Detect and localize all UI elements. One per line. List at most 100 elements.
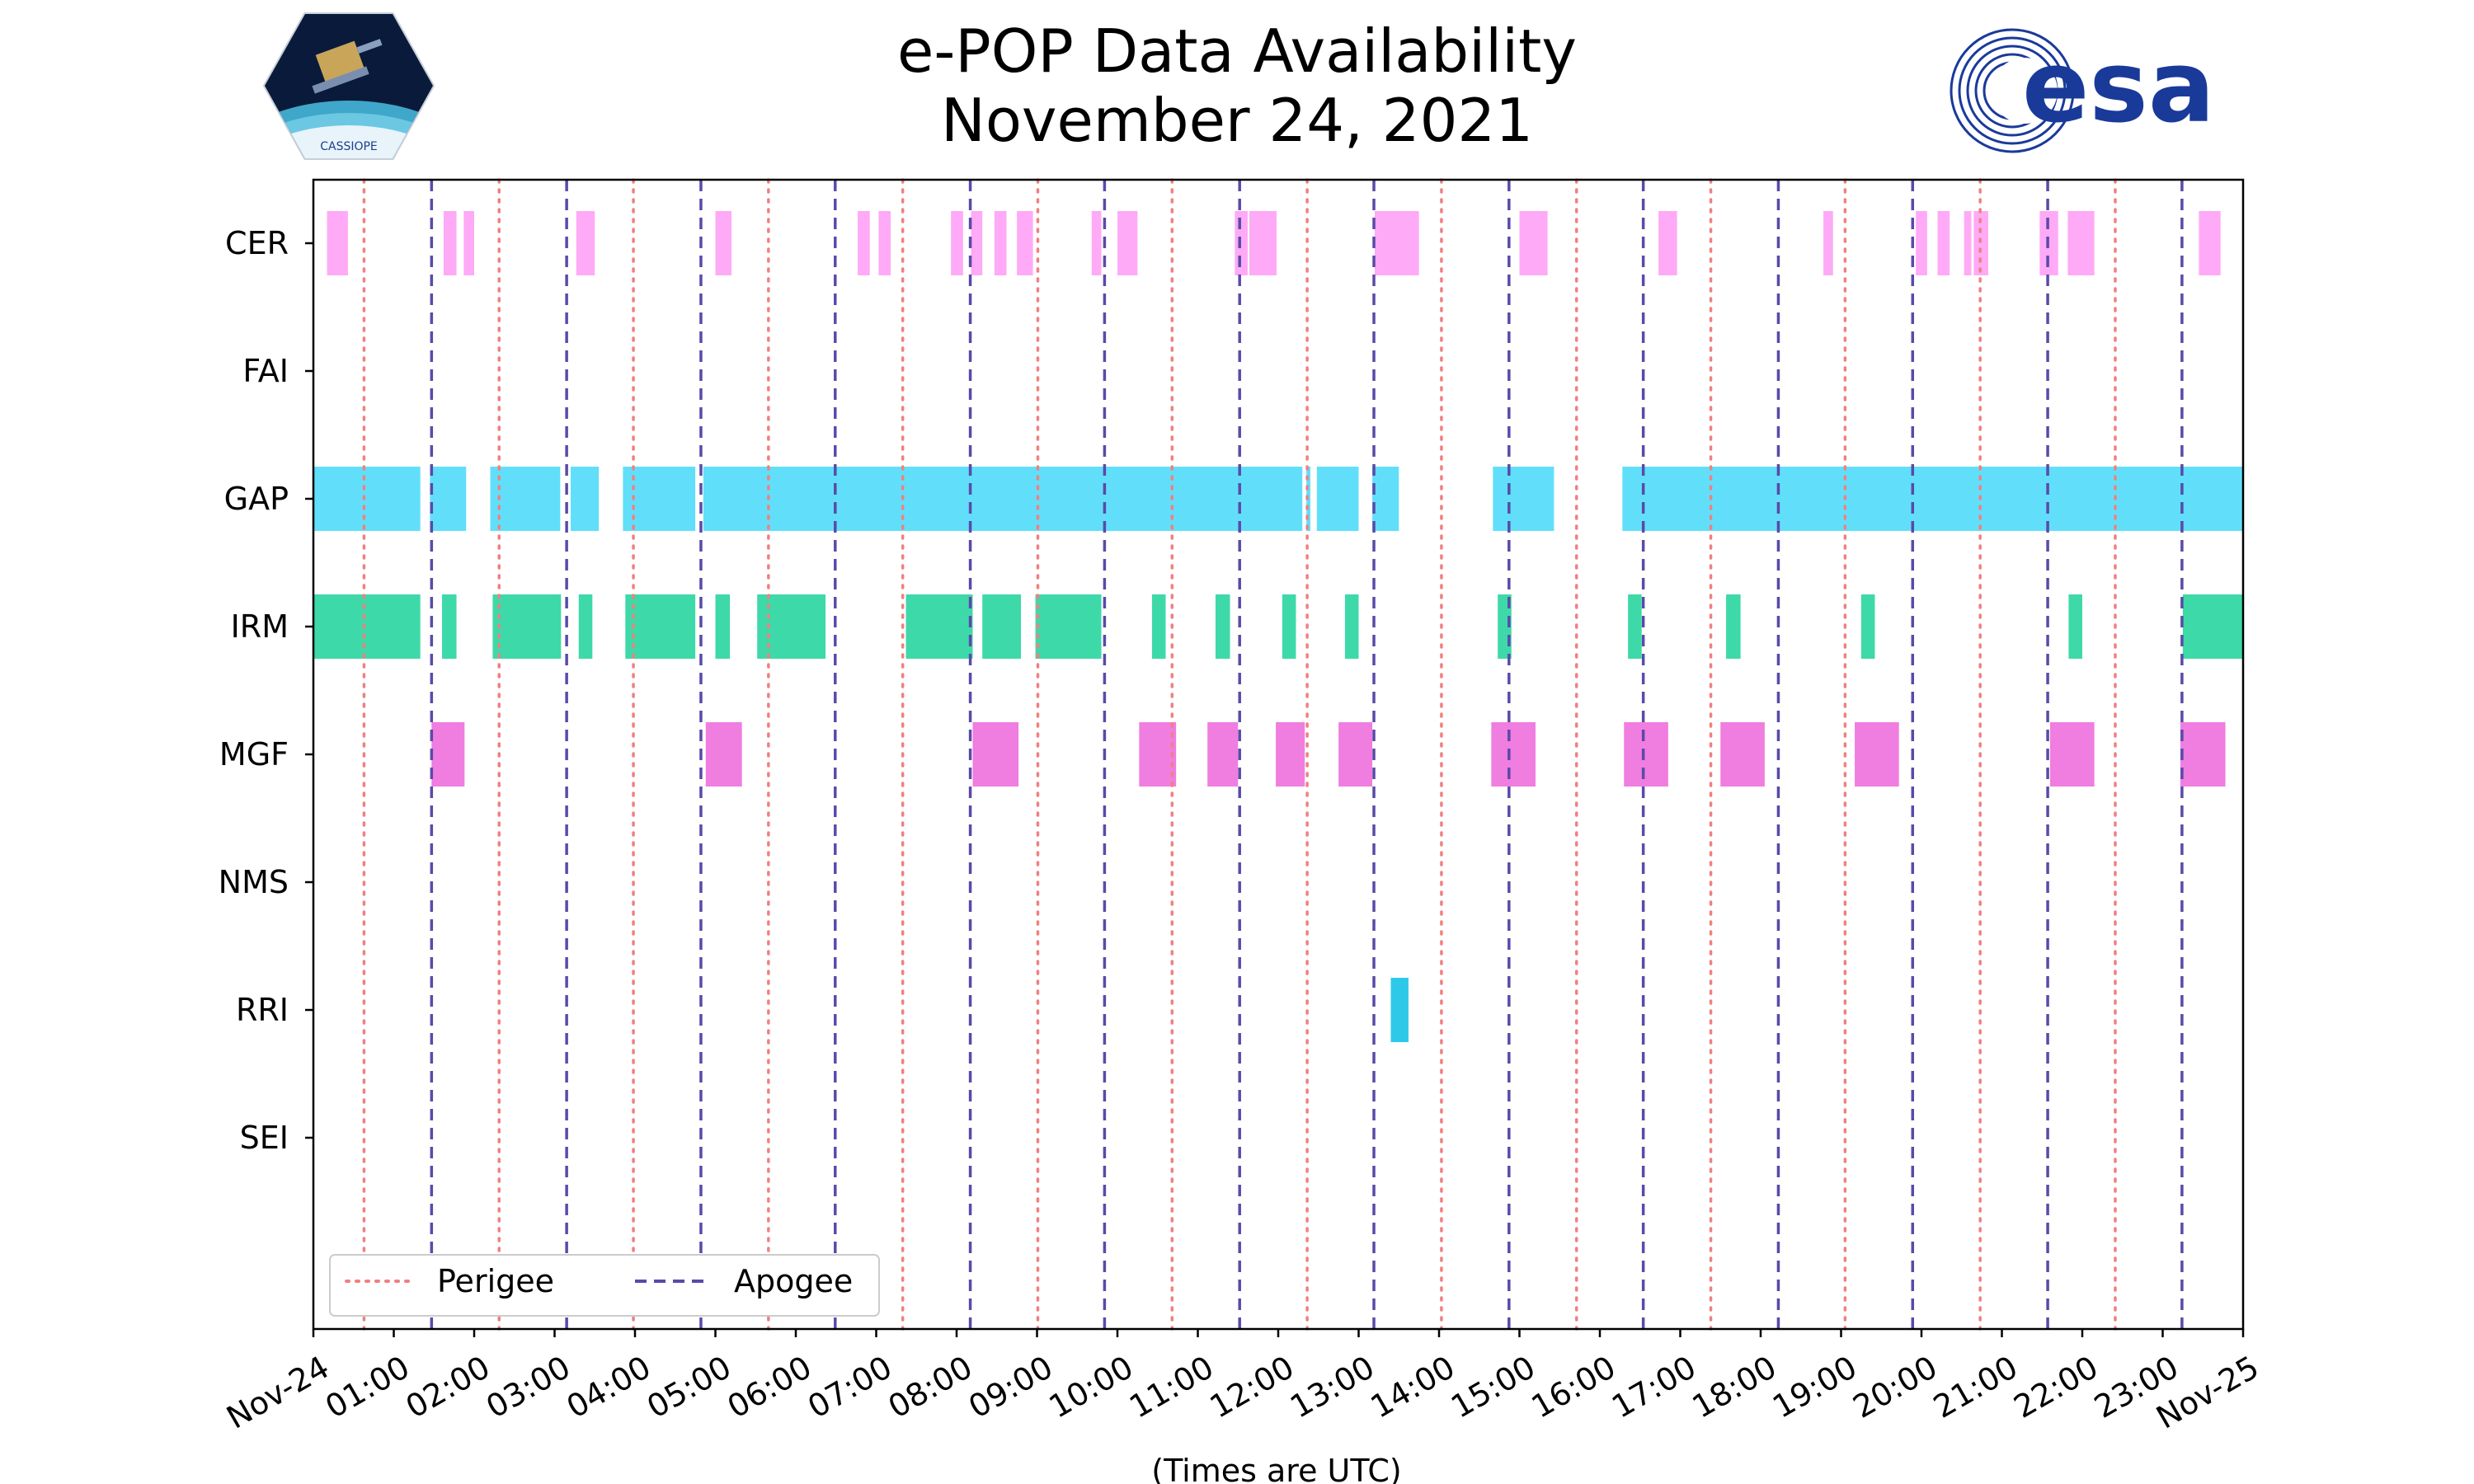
x-tick-label: 15:00: [1445, 1349, 1541, 1425]
esa-logo: esa: [1950, 28, 2215, 153]
bar-gap: [1316, 467, 1359, 531]
bar-irm: [625, 594, 696, 659]
bar-cer: [715, 211, 731, 275]
bar-cer: [1249, 211, 1277, 275]
y-tick-label: IRM: [231, 608, 289, 645]
bar-mgf: [1207, 722, 1239, 787]
x-tick-label: 07:00: [802, 1349, 898, 1425]
bar-irm: [715, 594, 731, 659]
y-tick-label: SEI: [240, 1120, 289, 1156]
y-tick-label: GAP: [224, 481, 289, 517]
y-tick-label: MGF: [219, 736, 289, 773]
y-axis: CER FAI GAP IRM MGF NMS RRI SEI: [219, 225, 313, 1156]
bar-cer: [1823, 211, 1833, 275]
x-tick-label: 02:00: [400, 1349, 496, 1425]
x-tick-label: 17:00: [1606, 1349, 1702, 1425]
legend-perigee-label: Perigee: [437, 1263, 554, 1299]
bar-irm: [313, 594, 421, 659]
x-tick-label: 16:00: [1526, 1349, 1622, 1425]
bar-gap: [1622, 467, 2243, 531]
x-tick-label: 03:00: [480, 1349, 576, 1425]
bar-irm: [905, 594, 973, 659]
bar-mgf: [1139, 722, 1177, 787]
orbit-lines: [362, 178, 2184, 1331]
bar-cer: [1117, 211, 1138, 275]
x-tick-label: Nov-24: [220, 1349, 335, 1436]
x-tick-label: 14:00: [1365, 1349, 1461, 1425]
cassiope-caption: CASSIOPE: [320, 140, 378, 153]
y-tick-label: CER: [225, 225, 289, 261]
bar-irm: [492, 594, 562, 659]
bar-mgf: [1338, 722, 1373, 787]
legend: Perigee Apogee: [329, 1254, 880, 1317]
bar-mgf: [1720, 722, 1765, 787]
bar-mgf: [1624, 722, 1668, 787]
y-tick-label: NMS: [219, 864, 289, 900]
bar-irm: [442, 594, 457, 659]
y-tick-label: FAI: [242, 353, 289, 389]
bar-cer: [1091, 211, 1102, 275]
bar-cer: [2199, 211, 2221, 275]
cassiope-logo: CASSIOPE: [262, 12, 435, 160]
chart-title-line1: e-POP Data Availability: [897, 16, 1577, 86]
x-tick-label: 08:00: [882, 1349, 979, 1425]
bar-cer: [1973, 211, 1988, 275]
bar-mgf: [972, 722, 1019, 787]
bar-gap: [430, 467, 467, 531]
x-tick-label: 04:00: [561, 1349, 657, 1425]
x-tick-label: 01:00: [319, 1349, 416, 1425]
bar-irm: [1860, 594, 1875, 659]
bar-cer: [951, 211, 963, 275]
bar-irm: [2068, 594, 2082, 659]
x-tick-label: 12:00: [1204, 1349, 1300, 1425]
bar-cer: [1235, 211, 1248, 275]
x-tick-label: 21:00: [1927, 1349, 2024, 1425]
bar-gap: [571, 467, 600, 531]
bar-mgf: [705, 722, 742, 787]
bar-mgf: [1276, 722, 1305, 787]
legend-apogee-label: Apogee: [734, 1263, 853, 1299]
bar-rri: [1390, 978, 1409, 1042]
bar-cer: [1375, 211, 1419, 275]
x-tick-label: 09:00: [962, 1349, 1059, 1425]
bar-mgf: [431, 722, 465, 787]
bar-cer: [1916, 211, 1927, 275]
x-axis-title: (Times are UTC): [1151, 1453, 1401, 1484]
y-tick-label: RRI: [236, 992, 289, 1028]
x-tick-label: 11:00: [1123, 1349, 1220, 1425]
bar-cer: [1658, 211, 1677, 275]
bar-cer: [1964, 211, 1972, 275]
bar-irm: [1726, 594, 1741, 659]
bar-irm: [2182, 594, 2243, 659]
bar-cer: [994, 211, 1007, 275]
bar-irm: [1151, 594, 1166, 659]
bar-irm: [1282, 594, 1296, 659]
bar-gap: [313, 467, 421, 531]
bar-gap: [490, 467, 561, 531]
x-tick-label: 20:00: [1847, 1349, 1944, 1425]
esa-wordmark: esa: [2022, 31, 2215, 145]
bar-mgf: [1855, 722, 1899, 787]
chart-title-line2: November 24, 2021: [940, 86, 1534, 155]
bar-mgf: [2180, 722, 2226, 787]
x-axis: Nov-2401:0002:0003:0004:0005:0006:0007:0…: [220, 1329, 2265, 1436]
chart-title: e-POP Data Availability November 24, 202…: [0, 16, 2474, 155]
bar-cer: [1937, 211, 1950, 275]
x-tick-label: 18:00: [1686, 1349, 1783, 1425]
bar-cer: [2067, 211, 2095, 275]
bar-irm: [578, 594, 593, 659]
bar-cer: [327, 211, 348, 275]
bar-cer: [858, 211, 870, 275]
bar-cer: [463, 211, 474, 275]
bar-gap: [623, 467, 696, 531]
bar-gap: [703, 467, 1303, 531]
x-tick-label: 19:00: [1766, 1349, 1863, 1425]
bar-gap: [1493, 467, 1554, 531]
bar-irm: [1035, 594, 1102, 659]
bar-irm: [982, 594, 1021, 659]
bar-irm: [1215, 594, 1230, 659]
bar-irm: [1344, 594, 1359, 659]
bar-mgf: [1491, 722, 1536, 787]
bar-cer: [576, 211, 595, 275]
